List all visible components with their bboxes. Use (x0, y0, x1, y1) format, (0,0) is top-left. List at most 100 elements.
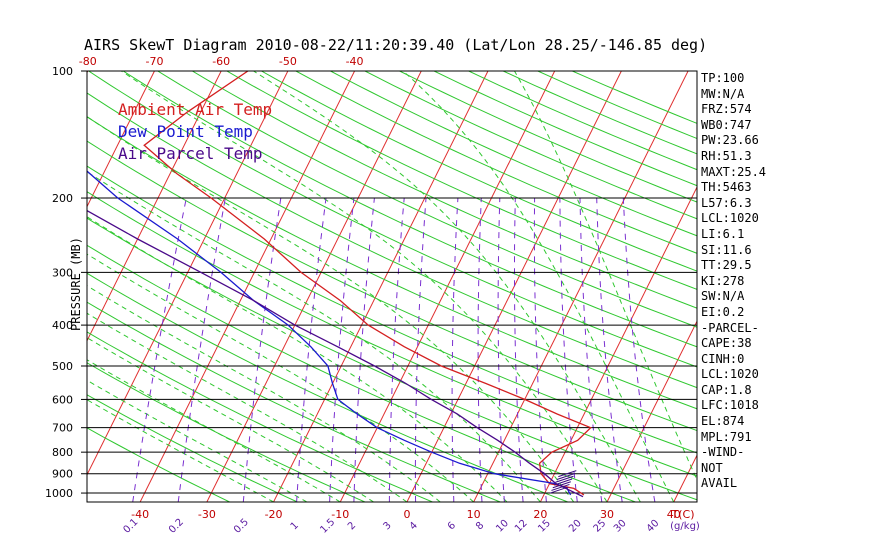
index-item: KI:278 (701, 273, 745, 288)
bottom-temp-tick-label: -30 (198, 508, 216, 521)
isotherm-line (473, 71, 689, 502)
index-item: WB0:747 (701, 117, 752, 132)
index-item: PW:23.66 (701, 133, 759, 148)
mixing-ratio-line (622, 198, 656, 502)
isotherm-line (406, 71, 622, 502)
mixing-ratio-tick-label: 4 (408, 520, 420, 532)
moist-adiabat-line (87, 116, 575, 502)
y-tick-label: 100 (52, 65, 73, 78)
index-item: SI:11.6 (701, 242, 752, 257)
index-item: EL:874 (701, 414, 745, 429)
y-tick-label: 600 (52, 393, 73, 406)
x-axis-label: T(C) (671, 508, 695, 521)
bottom-temp-tick-label: 0 (403, 508, 410, 521)
indices-panel: TP:100 MW:N/A FRZ:574 WB0:747 PW:23.66 RH:51.… (701, 71, 869, 492)
mixing-ratio-line (514, 198, 524, 502)
mixing-ratio-tick-label: 30 (612, 518, 629, 535)
mixing-ratio-tick-label: 0.2 (167, 517, 186, 536)
legend-dew-point-temp: Dew Point Temp (118, 122, 253, 141)
index-item: -PARCEL- (701, 320, 759, 335)
moist-adiabat-line (87, 171, 541, 502)
dry-adiabat-line (88, 71, 697, 368)
dry-adiabat-line (87, 191, 697, 477)
moist-adiabat-line (87, 285, 441, 502)
dry-adiabat-line (87, 331, 433, 502)
y-tick-label: 1000 (45, 487, 73, 500)
dry-adiabat-line (87, 217, 697, 501)
index-item: L57:6.3 (701, 195, 752, 210)
moist-adiabat-line (87, 399, 274, 502)
top-temp-tick-label: -60 (212, 55, 230, 68)
isotherm-line (0, 71, 21, 502)
moist-adiabat-line (87, 359, 341, 502)
dry-adiabat-line (87, 394, 298, 502)
dry-adiabat-line (87, 92, 697, 389)
wind-barb-mark (549, 486, 569, 494)
index-item: SW:N/A (701, 289, 745, 304)
dry-adiabat-line (192, 71, 697, 309)
dry-adiabat-line (157, 71, 697, 328)
dry-adiabat-line (399, 71, 697, 203)
top-temp-tick-label: -70 (145, 55, 163, 68)
index-item: LI:6.1 (701, 226, 745, 241)
moist-adiabat-line (87, 337, 374, 502)
index-item: NOT (701, 460, 723, 475)
mixing-ratio-line (559, 198, 578, 502)
mixing-ratio-tick-label: 12 (513, 518, 530, 535)
series-ambient-air-temp-line (143, 71, 592, 496)
series-air-parcel-temp-line (87, 209, 584, 498)
dry-adiabat-line (122, 71, 697, 348)
mixing-ratio-line (579, 198, 603, 502)
mixing-ratio-line (132, 198, 187, 502)
dry-adiabat-line (226, 71, 697, 290)
dry-adiabat-line (433, 71, 697, 187)
chart-title: AIRS SkewT Diagram 2010-08-22/11:20:39.4… (84, 36, 708, 54)
legend-ambient-air-temp: Ambient Air Temp (118, 100, 273, 119)
wind-barb-mark (553, 478, 573, 486)
mixing-ratio-line (296, 198, 327, 502)
mixing-ratio-line (497, 198, 505, 502)
index-item: EI:0.2 (701, 304, 745, 319)
mixing-ratio-line (329, 198, 355, 502)
bottom-temp-tick-label: 30 (600, 508, 614, 521)
index-item: LFC:1018 (701, 398, 759, 413)
dry-adiabat-line (87, 427, 230, 502)
index-item: CINH:0 (701, 351, 745, 366)
plot-area (0, 71, 697, 502)
y-tick-label: 300 (52, 266, 73, 279)
dry-adiabat-line (87, 116, 697, 410)
isotherm-line (206, 71, 422, 502)
dry-adiabat-line (330, 71, 697, 237)
mixing-ratio-line (242, 198, 282, 502)
mixing-ratio-line (177, 198, 226, 502)
isotherm-line (273, 71, 489, 502)
moist-adiabat-line (87, 379, 308, 502)
isotherm-line (139, 71, 356, 502)
dry-adiabat-line (87, 140, 697, 432)
isotherm-line (87, 71, 289, 476)
mixing-ratio-tick-label: 6 (446, 520, 458, 532)
dry-adiabat-line (87, 165, 697, 454)
index-item: AVAIL (701, 476, 738, 491)
mixing-ratio-line (533, 198, 547, 502)
index-item: LCL:1020 (701, 211, 759, 226)
dry-adiabat-line (87, 301, 501, 502)
moist-adiabat-line (87, 216, 508, 502)
index-item: TH:5463 (701, 180, 752, 195)
top-temp-tick-label: -40 (346, 55, 364, 68)
y-tick-label: 400 (52, 319, 73, 332)
wind-barb-mark (556, 472, 576, 480)
mixing-ratio-tick-label: 8 (474, 520, 486, 532)
y-tick-label: 500 (52, 360, 73, 373)
mixing-ratio-tick-label: 3 (382, 520, 394, 532)
series-dew-point-temp-line (87, 170, 572, 496)
dry-adiabat-line (261, 71, 697, 272)
mixing-ratio-tick-label: 20 (567, 518, 584, 535)
moist-adiabat-line (87, 253, 475, 502)
moist-adiabat-line (252, 71, 641, 502)
moist-adiabat-line (402, 71, 675, 502)
plot-frame (86, 70, 698, 503)
mixing-ratio-tick-label: 10 (494, 518, 511, 535)
bottom-temp-tick-label: 10 (467, 508, 481, 521)
isotherm-line (87, 71, 155, 208)
